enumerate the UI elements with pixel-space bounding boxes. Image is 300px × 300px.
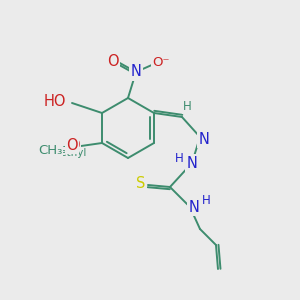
Text: H: H: [202, 194, 210, 206]
Text: O: O: [68, 137, 80, 152]
Text: N: N: [188, 200, 200, 214]
Text: O⁻: O⁻: [152, 56, 170, 70]
Text: HO: HO: [44, 94, 66, 109]
Text: S: S: [136, 176, 146, 191]
Text: H: H: [183, 100, 191, 113]
Text: H: H: [175, 152, 183, 164]
Text: methyl: methyl: [50, 148, 86, 158]
Text: N: N: [199, 131, 209, 146]
Text: N: N: [187, 155, 197, 170]
Text: O: O: [107, 53, 119, 68]
Text: N: N: [130, 64, 141, 80]
Text: O: O: [66, 137, 78, 152]
Text: CH₃: CH₃: [38, 145, 62, 158]
